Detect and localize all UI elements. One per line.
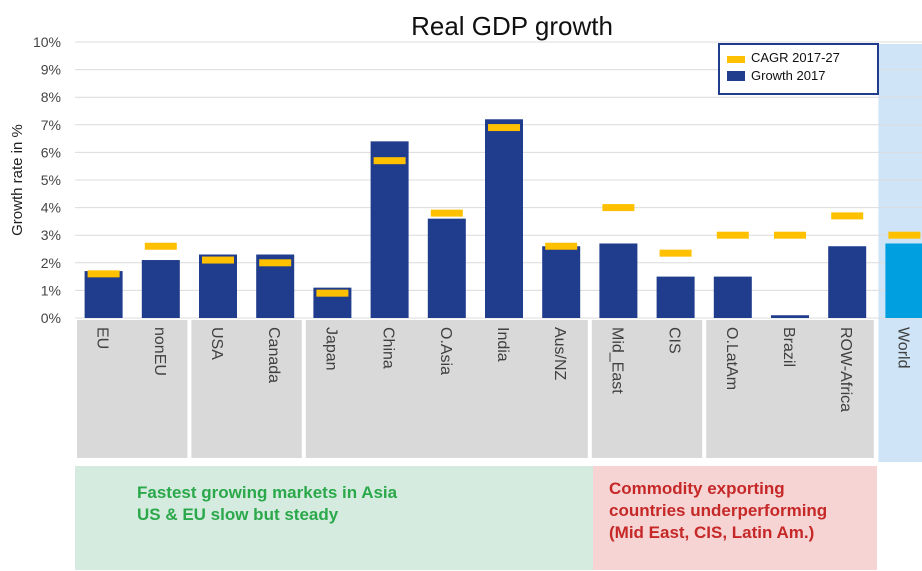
- category-group-box: [591, 320, 703, 458]
- category-label: Mid_East: [608, 327, 625, 394]
- category-label: O.Asia: [437, 327, 454, 375]
- bar-o-asia: [427, 218, 466, 318]
- category-label: ROW-Africa: [837, 327, 854, 412]
- chart-title: Real GDP growth: [411, 11, 613, 41]
- bar-mid-east: [599, 243, 638, 318]
- category-label: EU: [94, 327, 111, 349]
- bar-brazil: [771, 315, 809, 318]
- y-tick-label: 7%: [41, 117, 61, 133]
- gdp-growth-chart: 0% 1% 2% 3% 4% 5% 6% 7% 8% 9% 10% Growth rate in % R…: [9, 11, 922, 462]
- category-group-box: [77, 320, 188, 458]
- y-tick-label: 6%: [41, 144, 61, 160]
- legend-cagr-swatch: [727, 56, 745, 63]
- bar-aus-nz: [542, 246, 581, 318]
- y-tick-label: 4%: [41, 200, 61, 216]
- y-tick-label: 3%: [41, 227, 61, 243]
- category-label: O.LatAm: [723, 327, 740, 390]
- annotation-line: (Mid East, CIS, Latin Am.): [609, 523, 815, 542]
- bar-row-africa: [828, 246, 867, 318]
- legend-growth-label: Growth 2017: [751, 68, 825, 83]
- y-tick-label: 8%: [41, 89, 61, 105]
- bar-o-latam: [713, 276, 752, 318]
- cagr-marker-world: [888, 231, 921, 239]
- annotation-line: US & EU slow but steady: [137, 505, 339, 524]
- category-label: Japan: [322, 327, 339, 371]
- bar-eu: [84, 271, 123, 318]
- cagr-marker-cis: [659, 249, 692, 257]
- bar-india: [485, 119, 523, 318]
- cagr-marker-mid-east: [602, 204, 635, 212]
- legend-growth-swatch: [727, 71, 745, 81]
- legend-box: [718, 43, 879, 95]
- y-tick-label: 2%: [41, 255, 61, 271]
- cagr-marker-india: [488, 124, 520, 132]
- category-label: China: [380, 327, 397, 369]
- bar-cis: [656, 276, 695, 318]
- bar-usa: [199, 254, 237, 318]
- cagr-marker-canada: [259, 259, 292, 267]
- bar-china: [370, 141, 409, 318]
- category-group-box: [706, 320, 874, 458]
- bar-noneu: [141, 260, 180, 318]
- asia-markets-annotation-panel: Fastest growing markets in Asia US & EU …: [75, 466, 593, 570]
- category-label: India: [494, 327, 511, 362]
- category-label: CIS: [666, 327, 683, 354]
- y-tick-label: 5%: [41, 172, 61, 188]
- cagr-marker-aus-nz: [545, 242, 578, 250]
- cagr-marker-row-africa: [831, 212, 864, 220]
- cagr-marker-china: [373, 157, 406, 165]
- y-axis-title: Growth rate in %: [9, 124, 26, 236]
- cagr-marker-brazil: [774, 231, 806, 239]
- category-group-box: [305, 320, 588, 458]
- cagr-marker-eu: [87, 270, 120, 278]
- cagr-marker-noneu: [144, 242, 177, 250]
- category-label: nonEU: [151, 327, 168, 376]
- cagr-marker-o-latam: [716, 231, 749, 239]
- cagr-marker-o-asia: [430, 209, 463, 217]
- y-tick-label: 1%: [41, 282, 61, 298]
- legend-cagr-label: CAGR 2017-27: [751, 50, 840, 65]
- category-label: USA: [208, 327, 225, 360]
- commodity-exporters-annotation-panel: Commodity exporting countries underperfo…: [593, 466, 877, 570]
- y-tick-label: 10%: [33, 34, 61, 50]
- annotation-line: Commodity exporting: [609, 479, 785, 498]
- category-label: Brazil: [780, 327, 797, 367]
- category-label: Canada: [265, 327, 282, 383]
- y-tick-label: 9%: [41, 62, 61, 78]
- y-tick-label: 0%: [41, 310, 61, 326]
- bar-world: [885, 243, 922, 318]
- annotation-line: countries underperforming: [609, 501, 828, 520]
- annotation-line: Fastest growing markets in Asia: [137, 483, 398, 502]
- category-group-box: [191, 320, 302, 458]
- category-label: World: [894, 327, 911, 369]
- category-label: Aus/NZ: [551, 327, 568, 381]
- cagr-marker-usa: [202, 256, 234, 264]
- cagr-marker-japan: [316, 289, 349, 297]
